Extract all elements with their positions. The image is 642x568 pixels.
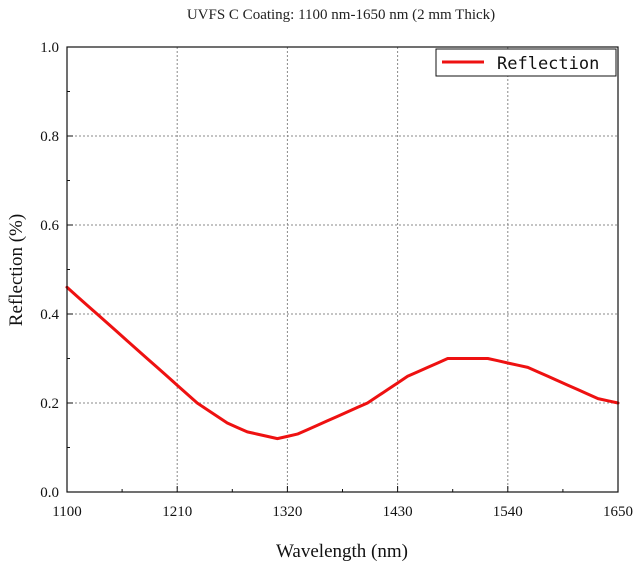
grid-lines — [67, 47, 618, 492]
x-tick-label: 1210 — [162, 504, 192, 520]
x-tick-label: 1100 — [52, 504, 81, 520]
legend: Reflection — [435, 48, 617, 77]
x-tick-label: 1320 — [272, 504, 302, 520]
x-tick-label: 1650 — [603, 504, 633, 520]
y-axis-label: Reflection (%) — [6, 214, 27, 326]
chart-title: UVFS C Coating: 1100 nm-1650 nm (2 mm Th… — [187, 7, 495, 23]
legend-label: Reflection — [497, 54, 599, 74]
reflection-series-line — [65, 285, 620, 441]
x-tick-label: 1430 — [383, 504, 413, 520]
y-tick-label: 0.2 — [40, 396, 59, 412]
y-tick-label: 0.0 — [40, 485, 59, 501]
x-axis-label: Wavelength (nm) — [276, 541, 408, 562]
tick-labels: 1100 1210 1320 1430 1540 1650 0.0 0.2 0.4 0.6 0.8 1… — [40, 40, 633, 520]
y-tick-label: 1.0 — [40, 40, 59, 56]
x-tick-label: 1540 — [493, 504, 523, 520]
plot-frame — [66, 46, 619, 493]
y-tick-label: 0.8 — [40, 129, 59, 145]
y-tick-label: 0.4 — [40, 307, 59, 323]
series-layer — [65, 285, 620, 441]
y-tick-label: 0.6 — [40, 218, 59, 234]
axis-ticks — [66, 46, 619, 493]
